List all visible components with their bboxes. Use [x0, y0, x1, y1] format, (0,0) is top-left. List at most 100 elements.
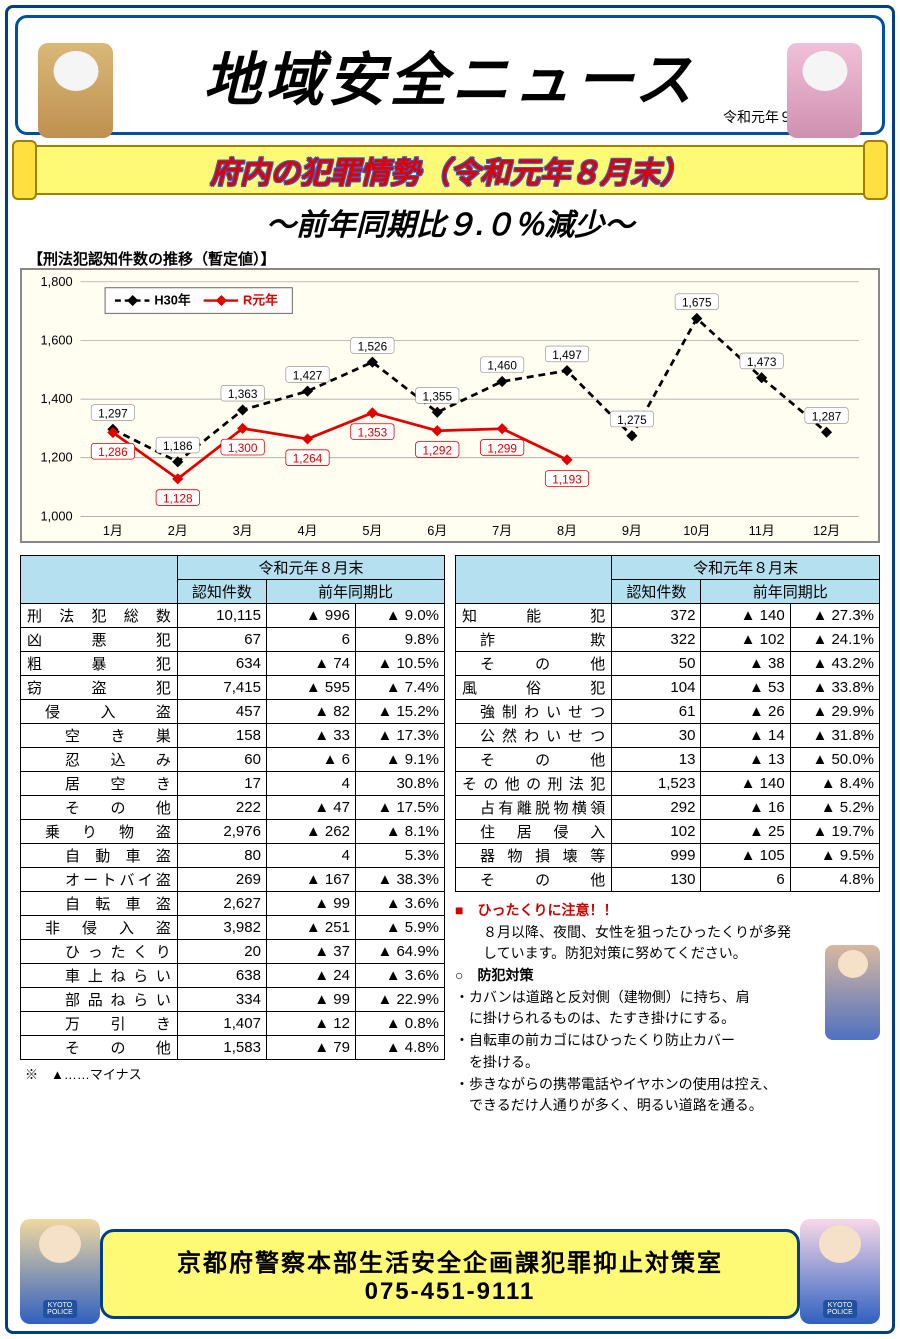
svg-text:1,460: 1,460 [487, 359, 517, 373]
row-label: 忍 込 み [21, 748, 178, 772]
row-label: そ の 他 [456, 868, 612, 892]
table-row: そ の 他 222 ▲ 47 ▲ 17.5% [21, 796, 445, 820]
cell-diff: ▲ 79 [266, 1036, 355, 1060]
table-row: 詐 欺 322 ▲ 102 ▲ 24.1% [456, 628, 880, 652]
col-count: 認知件数 [177, 580, 266, 604]
row-label: 住 居 侵 入 [456, 820, 612, 844]
cell-pct: ▲ 38.3% [355, 868, 444, 892]
cell-count: 372 [612, 604, 701, 628]
cell-diff: ▲ 996 [266, 604, 355, 628]
table-row: 乗 り 物 盗 2,976 ▲ 262 ▲ 8.1% [21, 820, 445, 844]
svg-text:3月: 3月 [233, 523, 253, 538]
table-row: 公然わいせつ 30 ▲ 14 ▲ 31.8% [456, 724, 880, 748]
cell-diff: ▲ 37 [266, 940, 355, 964]
footer-org: 京都府警察本部生活安全企画課犯罪抑止対策室 [177, 1243, 723, 1278]
svg-text:5月: 5月 [362, 523, 382, 538]
table-right: 令和元年８月末認知件数前年同期比 知 能 犯 372 ▲ 140 ▲ 27.3%… [455, 555, 880, 892]
cell-pct: ▲ 15.2% [355, 700, 444, 724]
footer-tel: 075-451-9111 [365, 1278, 536, 1306]
cell-pct: ▲ 9.5% [790, 844, 879, 868]
table-row: そ の 他 130 6 4.8% [456, 868, 880, 892]
table-row: 知 能 犯 372 ▲ 140 ▲ 27.3% [456, 604, 880, 628]
svg-text:8月: 8月 [557, 523, 577, 538]
cell-count: 20 [177, 940, 266, 964]
cell-count: 102 [612, 820, 701, 844]
footer-mascot-left-icon [20, 1219, 100, 1324]
svg-text:1,193: 1,193 [552, 472, 582, 486]
cell-count: 999 [612, 844, 701, 868]
cell-diff: ▲ 33 [266, 724, 355, 748]
row-label: そ の 他 [456, 748, 612, 772]
page-title: 地域安全ニュース [203, 33, 696, 117]
cell-pct: ▲ 43.2% [790, 652, 879, 676]
cell-diff: ▲ 251 [266, 916, 355, 940]
warning-box: ■ ひったくりに注意！！ ８月以降、夜間、女性を狙ったひったくりが多発 していま… [455, 900, 880, 1117]
table-row: 住 居 侵 入 102 ▲ 25 ▲ 19.7% [456, 820, 880, 844]
cell-pct: ▲ 9.0% [355, 604, 444, 628]
cell-diff: ▲ 82 [266, 700, 355, 724]
table-row: 侵 入 盗 457 ▲ 82 ▲ 15.2% [21, 700, 445, 724]
svg-text:1,297: 1,297 [98, 406, 128, 420]
warning-body: ８月以降、夜間、女性を狙ったひったくりが多発 しています。防犯対策に努めてくださ… [455, 922, 880, 965]
row-label: 刑 法 犯 総 数 [21, 604, 178, 628]
cell-count: 322 [612, 628, 701, 652]
mascot-right-icon [787, 43, 862, 138]
row-label: そ の 他 [456, 652, 612, 676]
table-row: 占有離脱物横領 292 ▲ 16 ▲ 5.2% [456, 796, 880, 820]
svg-text:9月: 9月 [622, 523, 642, 538]
cell-count: 61 [612, 700, 701, 724]
cell-pct: ▲ 8.1% [355, 820, 444, 844]
svg-text:1,400: 1,400 [41, 391, 73, 406]
row-label: 部品ねらい [21, 988, 178, 1012]
cell-pct: ▲ 7.4% [355, 676, 444, 700]
row-label: 自 動 車 盗 [21, 844, 178, 868]
cell-diff: ▲ 47 [266, 796, 355, 820]
cell-diff: ▲ 14 [701, 724, 790, 748]
cell-pct: 4.8% [790, 868, 879, 892]
cell-diff: ▲ 595 [266, 676, 355, 700]
svg-text:2月: 2月 [168, 523, 188, 538]
row-label: 凶 悪 犯 [21, 628, 178, 652]
warning-tip: ・カバンは道路と反対側（建物側）に持ち、肩 に掛けられるものは、たすき掛けにする… [455, 987, 880, 1030]
table-row: 自 動 車 盗 80 4 5.3% [21, 844, 445, 868]
svg-text:1,287: 1,287 [812, 409, 842, 423]
row-label: 車上ねらい [21, 964, 178, 988]
table-row: そ の 他 50 ▲ 38 ▲ 43.2% [456, 652, 880, 676]
row-label: そ の 他 [21, 796, 178, 820]
cell-diff: ▲ 38 [701, 652, 790, 676]
cell-count: 269 [177, 868, 266, 892]
cell-pct: ▲ 33.8% [790, 676, 879, 700]
row-label: 粗 暴 犯 [21, 652, 178, 676]
scroll-right-icon [863, 140, 888, 200]
svg-text:1,186: 1,186 [163, 439, 193, 453]
table-row: 強制わいせつ 61 ▲ 26 ▲ 29.9% [456, 700, 880, 724]
row-label: そ の 他 [21, 1036, 178, 1060]
row-label: 万 引 き [21, 1012, 178, 1036]
svg-text:1,355: 1,355 [422, 389, 452, 403]
table-period: 令和元年８月末 [612, 556, 880, 580]
table-row: そ の 他 1,583 ▲ 79 ▲ 4.8% [21, 1036, 445, 1060]
svg-text:10月: 10月 [683, 523, 710, 538]
cell-pct: ▲ 24.1% [790, 628, 879, 652]
cell-count: 17 [177, 772, 266, 796]
cell-diff: ▲ 26 [701, 700, 790, 724]
cell-pct: ▲ 17.3% [355, 724, 444, 748]
row-label: 居 空 き [21, 772, 178, 796]
cell-pct: ▲ 27.3% [790, 604, 879, 628]
cell-count: 50 [612, 652, 701, 676]
cell-count: 13 [612, 748, 701, 772]
cell-pct: ▲ 31.8% [790, 724, 879, 748]
svg-text:1,000: 1,000 [41, 508, 73, 523]
svg-text:1,286: 1,286 [98, 445, 128, 459]
svg-text:1,200: 1,200 [41, 450, 73, 465]
banner-text: 府内の犯罪情勢（令和元年８月末） [210, 148, 690, 192]
cell-pct: ▲ 8.4% [790, 772, 879, 796]
scroll-left-icon [12, 140, 37, 200]
chart-svg: 1,0001,2001,4001,6001,8001月2月3月4月5月6月7月8… [22, 270, 878, 541]
svg-text:6月: 6月 [427, 523, 447, 538]
cell-count: 130 [612, 868, 701, 892]
cell-diff: 6 [701, 868, 790, 892]
svg-text:1,600: 1,600 [41, 332, 73, 347]
cell-pct: ▲ 4.8% [355, 1036, 444, 1060]
cell-diff: ▲ 105 [701, 844, 790, 868]
